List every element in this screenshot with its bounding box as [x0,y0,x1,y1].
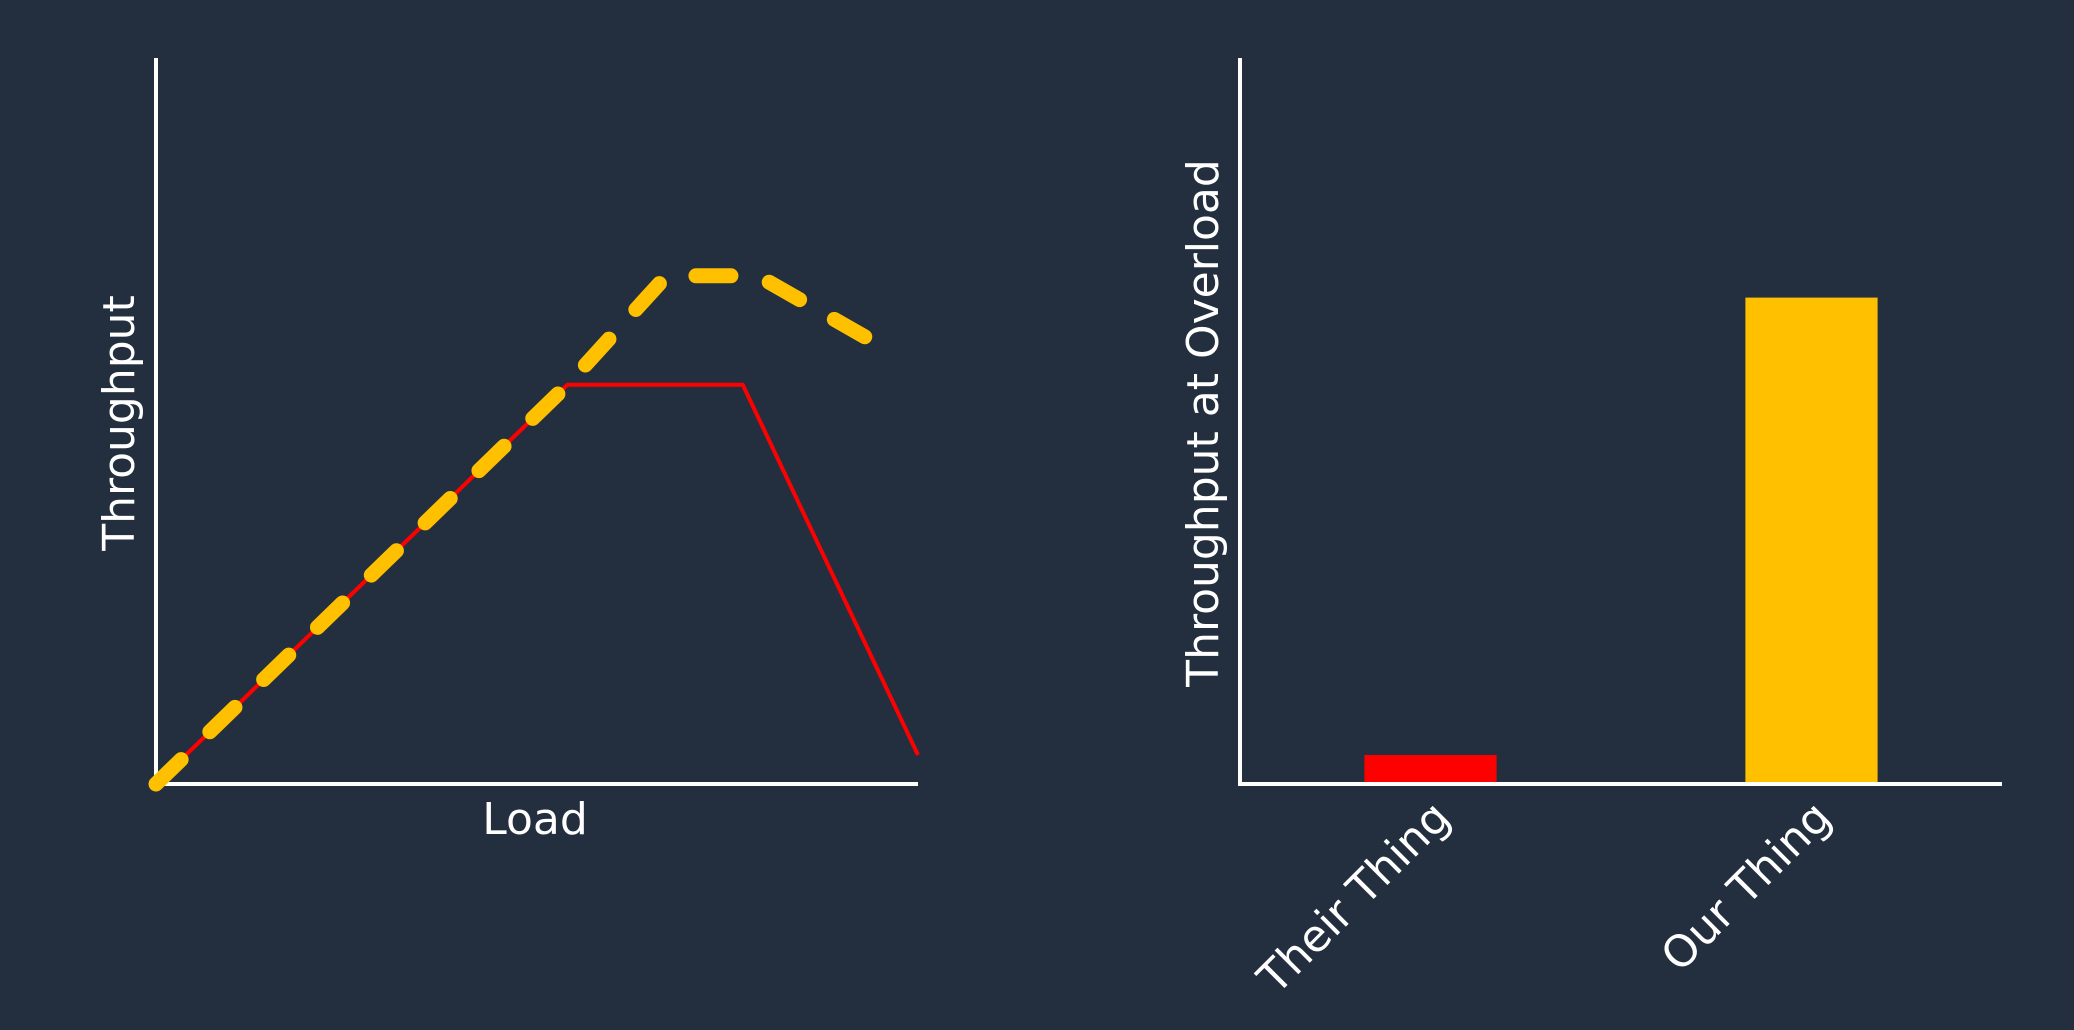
bar-tick-label-group: Their Thing Our Thing [1247,792,1841,1005]
bar-chart: Throughput at Overload Their Thing Our Th… [1178,58,2002,1005]
bar-our-thing [1745,297,1878,784]
bar-chart-y-axis-label: Throughput at Overload [1178,159,1229,688]
line-series-solid [154,382,920,786]
bar-tick-label-their-thing: Their Thing [1247,792,1460,1005]
bar-group [1364,297,1878,784]
line-series-group [148,268,920,792]
line-series-dashed [148,268,880,792]
line-chart-y-axis-label: Throughput [94,295,145,552]
line-chart: Load Throughput [94,58,920,845]
bar-their-thing [1364,755,1497,784]
line-chart-x-axis-label: Load [482,794,588,845]
bar-tick-label-our-thing: Our Thing [1651,792,1841,982]
